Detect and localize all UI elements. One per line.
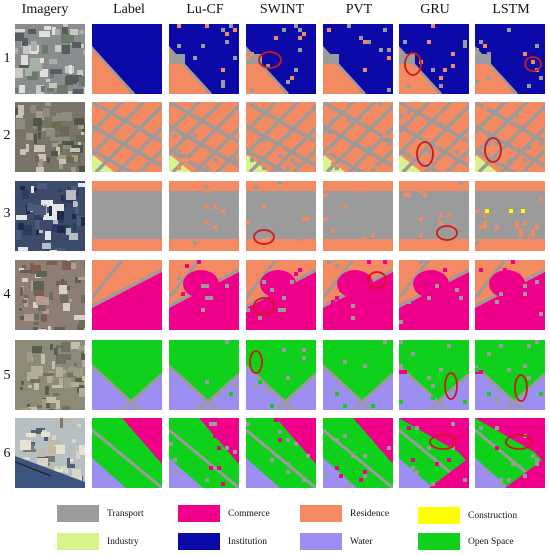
legend-water: Water xyxy=(300,533,372,550)
imagery-tile-row-6 xyxy=(15,418,85,488)
pvt-tile-row-3 xyxy=(323,181,393,251)
legend-commerce: Commerce xyxy=(178,505,270,522)
swint-tile-row-2 xyxy=(246,102,316,172)
lu-cf-tile-row-1 xyxy=(169,24,239,94)
lstm-tile-row-6 xyxy=(475,418,545,488)
imagery-tile-row-2 xyxy=(15,102,85,172)
legend-residence: Residence xyxy=(300,505,389,522)
legend-swatch-commerce xyxy=(178,505,220,522)
pvt-tile-row-6 xyxy=(323,418,393,488)
legend-swatch-open-space xyxy=(418,533,460,550)
lu-cf-tile-row-5 xyxy=(169,340,239,410)
header-lstm: LSTM xyxy=(492,2,530,17)
swint-tile-row-6 xyxy=(246,418,316,488)
error-highlight-ellipse xyxy=(249,350,263,374)
row-number-5: 5 xyxy=(3,368,11,383)
legend-transport: Transport xyxy=(57,505,144,522)
legend-swatch-transport xyxy=(57,505,99,522)
error-highlight-ellipse xyxy=(416,141,434,167)
swint-tile-row-1 xyxy=(246,24,316,94)
swint-tile-row-4 xyxy=(246,260,316,330)
lu-cf-tile-row-4 xyxy=(169,260,239,330)
lstm-tile-row-2 xyxy=(475,102,545,172)
legend-swatch-residence xyxy=(300,505,342,522)
error-highlight-ellipse xyxy=(524,56,542,72)
error-highlight-ellipse xyxy=(253,229,275,245)
error-highlight-ellipse xyxy=(253,297,275,315)
gru-tile-row-1 xyxy=(399,24,469,94)
imagery-tile-row-3 xyxy=(15,181,85,251)
label-tile-row-3 xyxy=(92,181,162,251)
legend-open-space: Open Space xyxy=(418,533,514,550)
lu-cf-tile-row-2 xyxy=(169,102,239,172)
gru-tile-row-5 xyxy=(399,340,469,410)
label-tile-row-6 xyxy=(92,418,162,488)
header-swint: SWINT xyxy=(259,2,305,17)
error-highlight-ellipse xyxy=(404,52,422,76)
row-number-6: 6 xyxy=(3,446,11,461)
gru-tile-row-3 xyxy=(399,181,469,251)
label-tile-row-1 xyxy=(92,24,162,94)
imagery-tile-row-4 xyxy=(15,260,85,330)
legend-swatch-industry xyxy=(57,533,99,550)
pvt-tile-row-4 xyxy=(323,260,393,330)
lstm-tile-row-1 xyxy=(475,24,545,94)
legend-label-open-space: Open Space xyxy=(468,536,514,547)
error-highlight-ellipse xyxy=(484,137,502,163)
row-number-4: 4 xyxy=(3,287,11,302)
pvt-tile-row-1 xyxy=(323,24,393,94)
label-tile-row-5 xyxy=(92,340,162,410)
row-number-2: 2 xyxy=(3,128,11,143)
error-highlight-ellipse xyxy=(258,51,282,69)
legend-label-commerce: Commerce xyxy=(228,508,270,519)
label-tile-row-4 xyxy=(92,260,162,330)
header-pvt: PVT xyxy=(345,2,373,17)
legend-industry: Industry xyxy=(57,533,139,550)
error-highlight-ellipse xyxy=(514,374,528,402)
legend-swatch-institution xyxy=(178,533,220,550)
header-gru: GRU xyxy=(420,2,450,17)
swint-tile-row-5 xyxy=(246,340,316,410)
lstm-tile-row-4 xyxy=(475,260,545,330)
lu-cf-tile-row-6 xyxy=(169,418,239,488)
gru-tile-row-4 xyxy=(399,260,469,330)
lstm-tile-row-5 xyxy=(475,340,545,410)
header-imagery: Imagery xyxy=(21,2,69,17)
imagery-tile-row-1 xyxy=(15,24,85,94)
error-highlight-ellipse xyxy=(505,434,533,450)
swint-tile-row-3 xyxy=(246,181,316,251)
error-highlight-ellipse xyxy=(367,271,387,289)
error-highlight-ellipse xyxy=(436,225,458,241)
error-highlight-ellipse xyxy=(444,372,458,400)
legend-swatch-water xyxy=(300,533,342,550)
legend-label-construction: Construction xyxy=(468,510,518,521)
gru-tile-row-2 xyxy=(399,102,469,172)
legend-construction: Construction xyxy=(418,507,517,524)
gru-tile-row-6 xyxy=(399,418,469,488)
row-number-3: 3 xyxy=(3,206,11,221)
legend-institution: Institution xyxy=(178,533,267,550)
label-tile-row-2 xyxy=(92,102,162,172)
imagery-tile-row-5 xyxy=(15,340,85,410)
legend-swatch-construction xyxy=(418,507,460,524)
legend-label-industry: Industry xyxy=(107,536,139,547)
legend-label-residence: Residence xyxy=(350,508,390,519)
lu-cf-tile-row-3 xyxy=(169,181,239,251)
header-label: Label xyxy=(113,2,145,17)
lstm-tile-row-3 xyxy=(475,181,545,251)
legend-label-water: Water xyxy=(350,536,373,547)
legend-label-transport: Transport xyxy=(107,508,144,519)
error-highlight-ellipse xyxy=(429,434,457,450)
row-number-1: 1 xyxy=(3,51,11,66)
legend-label-institution: Institution xyxy=(228,536,268,547)
pvt-tile-row-2 xyxy=(323,102,393,172)
pvt-tile-row-5 xyxy=(323,340,393,410)
header-lu-cf: Lu-CF xyxy=(186,2,224,17)
